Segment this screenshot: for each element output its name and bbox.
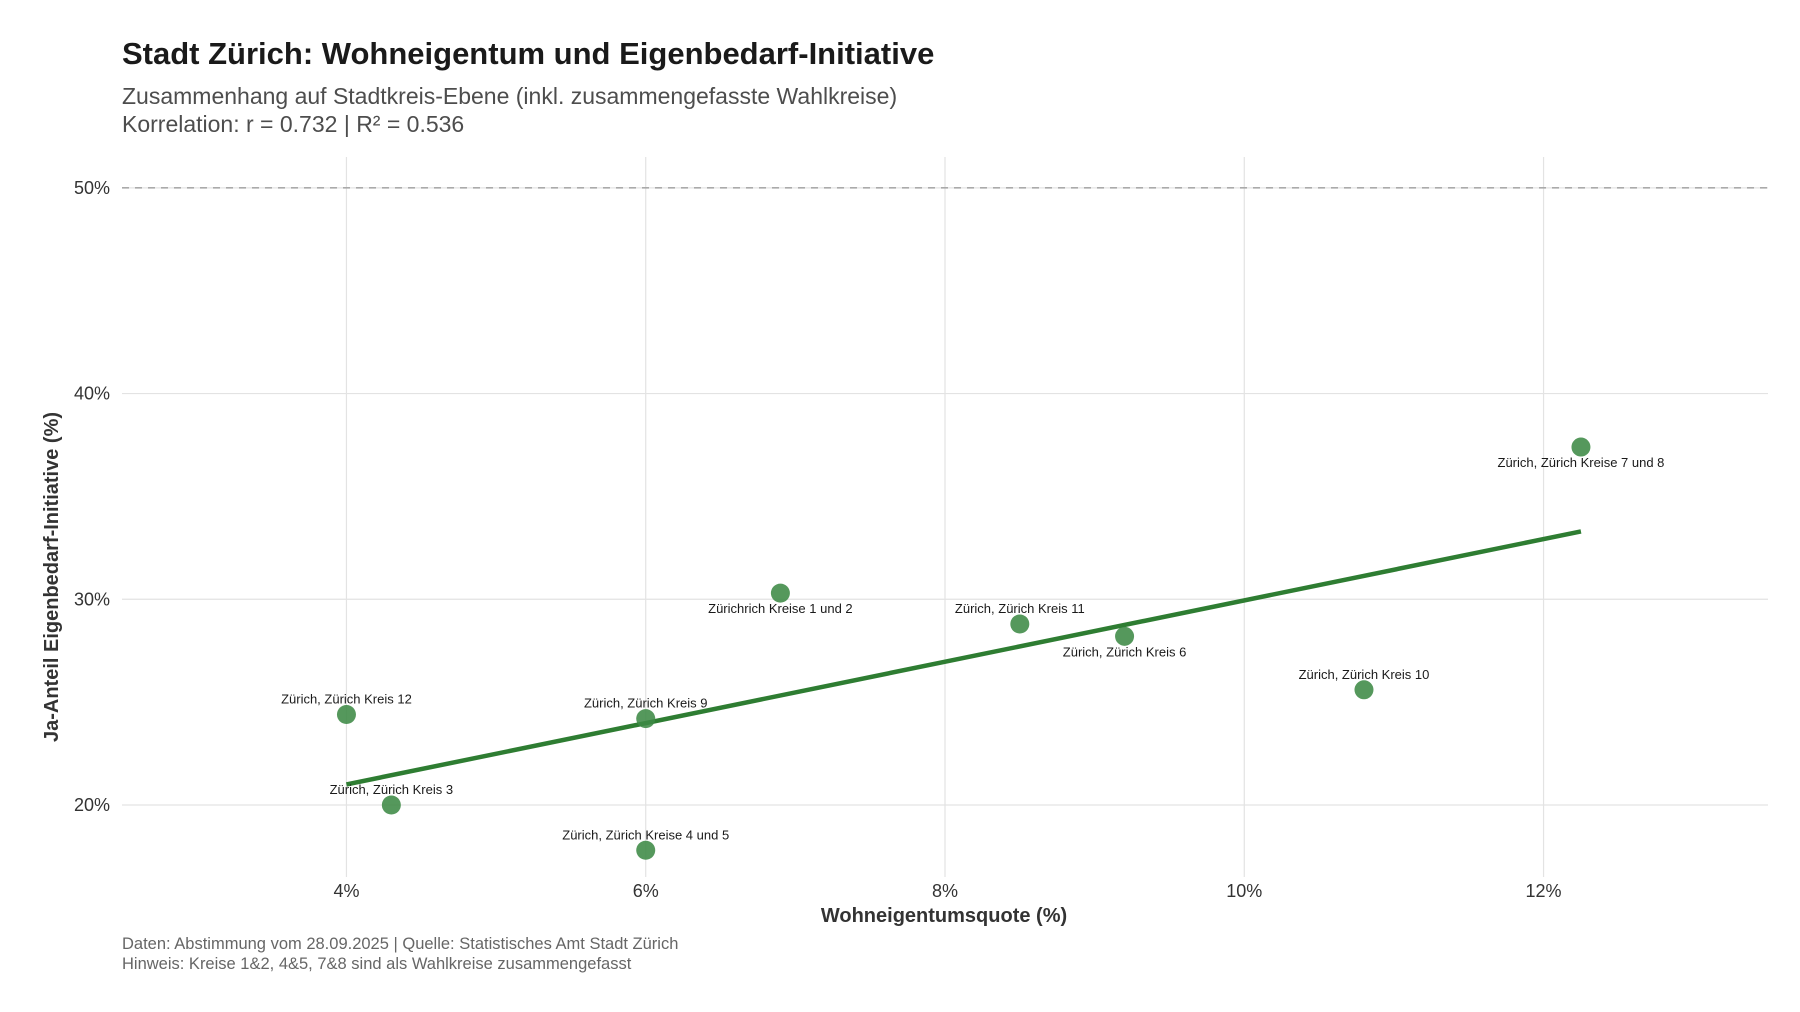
data-point <box>336 704 356 724</box>
data-point-label: Zürich, Zürich Kreis 6 <box>1063 644 1187 659</box>
x-tick-label: 8% <box>932 881 958 901</box>
data-point <box>1354 680 1374 700</box>
subtitle-line-description: Zusammenhang auf Stadtkreis-Ebene (inkl.… <box>122 83 898 109</box>
data-point <box>1115 626 1135 646</box>
data-point-label: Zürich, Zürich Kreis 9 <box>584 696 708 711</box>
data-point <box>770 583 790 603</box>
chart-subtitle: Zusammenhang auf Stadtkreis-Ebene (inkl.… <box>122 82 897 138</box>
chart-title: Stadt Zürich: Wohneigentum und Eigenbeda… <box>122 36 935 71</box>
chart-caption: Daten: Abstimmung vom 28.09.2025 | Quell… <box>122 934 678 974</box>
x-tick-label: 10% <box>1226 881 1262 901</box>
data-point-label: Zürich, Zürich Kreis 3 <box>330 782 454 797</box>
y-tick-label: 40% <box>74 384 110 404</box>
data-point <box>636 840 656 860</box>
data-point <box>636 709 656 729</box>
data-point-label: Zürichrich Kreise 1 und 2 <box>708 601 853 616</box>
subtitle-line-correlation: Korrelation: r = 0.732 | R² = 0.536 <box>122 111 465 137</box>
y-tick-label: 30% <box>74 589 110 609</box>
data-point-label: Zürich, Zürich Kreise 7 und 8 <box>1498 455 1665 470</box>
x-tick-label: 6% <box>633 881 659 901</box>
x-tick-label: 4% <box>333 881 359 901</box>
data-point-label: Zürich, Zürich Kreise 4 und 5 <box>562 827 729 842</box>
trend-line <box>346 529 1582 787</box>
y-tick-label: 50% <box>74 178 110 198</box>
x-tick-label: 12% <box>1526 881 1562 901</box>
data-point-label: Zürich, Zürich Kreis 10 <box>1299 667 1430 682</box>
y-tick-label: 20% <box>74 795 110 815</box>
data-point-label: Zürich, Zürich Kreis 11 <box>955 601 1085 616</box>
data-point <box>381 795 401 815</box>
caption-line-note: Hinweis: Kreise 1&2, 4&5, 7&8 sind als W… <box>122 955 632 973</box>
data-point <box>1571 437 1591 457</box>
y-axis-title: Ja-Anteil Eigenbedarf-Initiative (%) <box>41 412 63 742</box>
x-axis-title: Wohneigentumsquote (%) <box>821 905 1067 927</box>
data-point-label: Zürich, Zürich Kreis 12 <box>281 691 412 706</box>
caption-line-source: Daten: Abstimmung vom 28.09.2025 | Quell… <box>122 935 679 953</box>
data-point <box>1010 614 1030 634</box>
